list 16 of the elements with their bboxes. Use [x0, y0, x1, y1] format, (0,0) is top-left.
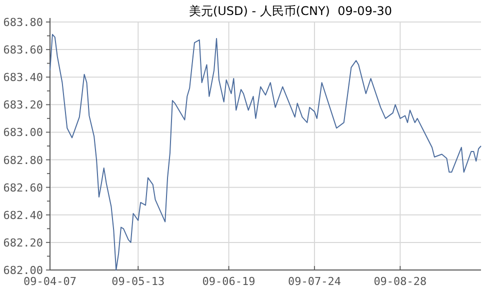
y-tick-label: 682.00	[3, 264, 43, 277]
x-tick-label: 09-05-13	[112, 275, 165, 288]
y-tick-label: 682.60	[3, 181, 43, 194]
x-tick-label: 09-06-19	[202, 275, 256, 288]
y-tick-label: 683.80	[3, 16, 43, 29]
y-tick-label: 683.40	[3, 71, 43, 84]
x-tick-label: 09-08-28	[374, 275, 427, 288]
y-tick-label: 683.00	[3, 126, 43, 140]
x-tick-label: 09-04-07	[24, 275, 76, 288]
y-tick-label: 682.40	[3, 208, 43, 222]
chart-title: 美元(USD) - 人民币(CNY) 09-09-30	[188, 4, 392, 18]
x-tick-label: 09-07-24	[288, 275, 342, 288]
y-tick-label: 682.20	[3, 236, 43, 250]
y-tick-label: 683.20	[3, 98, 43, 112]
y-tick-label: 682.80	[3, 154, 43, 167]
y-tick-label: 683.60	[3, 44, 43, 57]
